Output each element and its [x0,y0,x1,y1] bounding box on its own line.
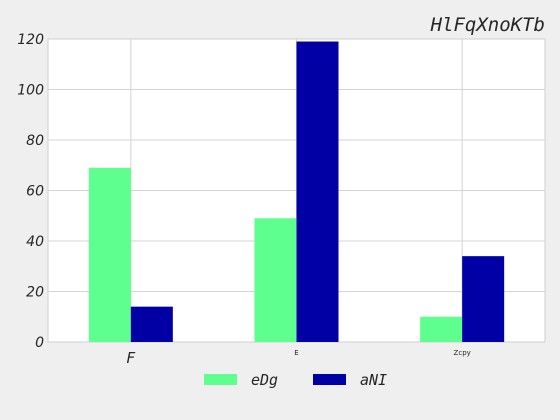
bar-eDg-F [88,167,131,342]
bar-eDg-E [254,218,297,342]
x-axis: F E Zcpy [127,349,471,367]
y-tick-label: 0 [35,335,44,351]
legend-swatch-eDg [204,374,237,385]
y-tick-label: 100 [17,83,44,99]
legend-label-eDg: eDg [251,371,278,389]
x-tick-label: F [127,349,136,367]
chart-title: HlFqXnoKTb [430,14,545,36]
y-tick-label: 120 [17,32,44,48]
y-tick-label: 40 [26,234,44,250]
y-axis: 0 20 40 60 80 100 120 [17,32,44,351]
bar-eDg-Zcpy [420,316,463,342]
legend: eDg aNI [204,371,387,389]
x-tick-label: Zcpy [454,349,471,357]
y-tick-label: 80 [26,133,44,149]
bars [88,41,505,343]
legend-label-aNI: aNI [360,371,387,389]
bar-aNI-Zcpy [462,256,505,342]
x-tick-label: E [294,349,298,357]
y-tick-label: 20 [26,285,44,301]
bar-aNI-E [296,41,339,343]
y-tick-label: 60 [26,184,44,200]
bar-aNI-F [130,306,173,342]
legend-swatch-aNI [313,374,346,385]
